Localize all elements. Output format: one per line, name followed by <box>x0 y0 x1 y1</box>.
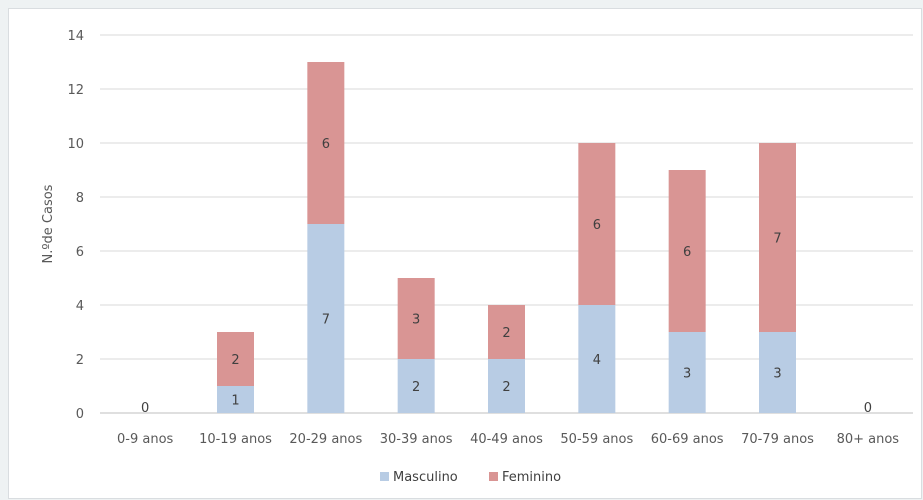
y-axis-label: N.ºde Casos <box>41 184 56 263</box>
bar-segment <box>397 278 435 359</box>
legend-swatch <box>380 472 389 481</box>
bar-segment <box>488 359 525 413</box>
data-label: 2 <box>231 353 239 368</box>
data-label: 2 <box>412 380 420 395</box>
bar-segment <box>578 143 616 305</box>
y-tick-label: 12 <box>67 83 84 98</box>
y-tick-label: 4 <box>76 299 84 314</box>
y-tick-label: 14 <box>67 29 84 44</box>
legend: Masculino Feminino <box>380 470 561 485</box>
x-tick-label: 30-39 anos <box>380 432 453 447</box>
bar-segment <box>217 386 254 413</box>
data-label: 1 <box>231 394 239 409</box>
x-tick-label: 20-29 anos <box>289 432 362 447</box>
x-tick-label: 80+ anos <box>837 432 900 447</box>
data-label: 6 <box>322 137 330 152</box>
y-tick-label: 10 <box>67 137 84 152</box>
bar-segment <box>397 359 435 413</box>
bar-segment <box>217 332 254 386</box>
data-label: 6 <box>593 218 601 233</box>
bar-segment <box>759 332 796 413</box>
data-label: 4 <box>593 353 601 368</box>
legend-label: Masculino <box>393 470 458 485</box>
y-tick-label: 6 <box>76 245 84 260</box>
bars <box>217 62 796 413</box>
x-tick-label: 40-49 anos <box>470 432 543 447</box>
bar-segment <box>759 143 796 332</box>
data-labels: 0 1 2 7 6 2 3 2 2 4 6 3 6 3 7 0 <box>141 137 872 416</box>
y-axis-ticks: 0 2 4 6 8 10 12 14 <box>67 29 84 422</box>
y-tick-label: 8 <box>76 191 84 206</box>
data-label: 0 <box>864 401 872 416</box>
data-label: 7 <box>773 232 781 247</box>
x-tick-label: 10-19 anos <box>199 432 272 447</box>
x-tick-label: 70-79 anos <box>741 432 814 447</box>
y-tick-label: 2 <box>76 353 84 368</box>
data-label: 3 <box>773 367 781 382</box>
x-tick-label: 60-69 anos <box>651 432 724 447</box>
bar-segment <box>307 224 345 413</box>
data-label: 7 <box>322 313 330 328</box>
data-label: 2 <box>502 326 510 341</box>
bar-segment <box>578 305 616 413</box>
bar-segment <box>668 332 706 413</box>
data-label: 3 <box>412 313 420 328</box>
legend-swatch <box>489 472 498 481</box>
x-tick-label: 0-9 anos <box>117 432 174 447</box>
data-label: 6 <box>683 245 691 260</box>
x-tick-label: 50-59 anos <box>560 432 633 447</box>
legend-label: Feminino <box>502 470 561 485</box>
bar-segment <box>307 62 345 224</box>
x-axis-labels: 0-9 anos 10-19 anos 20-29 anos 30-39 anos 40… <box>117 432 899 447</box>
data-label: 0 <box>141 401 149 416</box>
y-tick-label: 0 <box>76 407 84 422</box>
data-label: 2 <box>502 380 510 395</box>
bar-segment <box>488 305 525 359</box>
bar-segment <box>668 170 706 332</box>
data-label: 3 <box>683 367 691 382</box>
